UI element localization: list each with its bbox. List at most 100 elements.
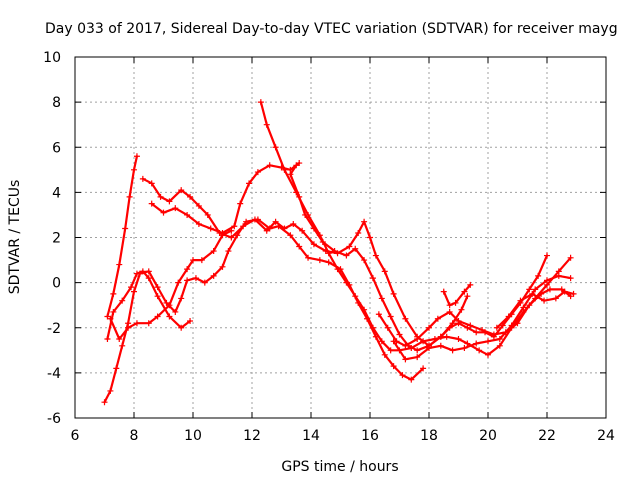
- data-point: [399, 372, 406, 379]
- data-point: [446, 324, 453, 331]
- x-tick-label: 22: [538, 428, 556, 444]
- data-point: [148, 180, 155, 187]
- data-point: [493, 324, 500, 331]
- data-point: [420, 365, 427, 372]
- data-point: [352, 245, 359, 252]
- data-point: [455, 336, 462, 343]
- data-point: [461, 345, 468, 352]
- data-point: [154, 293, 161, 300]
- data-point: [257, 99, 264, 106]
- data-point: [195, 220, 202, 227]
- data-point: [372, 252, 379, 259]
- data-point: [496, 342, 503, 349]
- data-point: [131, 166, 137, 173]
- data-point: [390, 290, 397, 297]
- data-point: [355, 229, 362, 236]
- data-point: [520, 304, 527, 311]
- data-point: [485, 338, 491, 345]
- data-point: [266, 162, 273, 169]
- data-point: [122, 225, 129, 232]
- data-point: [281, 225, 288, 232]
- data-point: [145, 275, 152, 282]
- data-point: [467, 281, 474, 288]
- data-point: [479, 327, 486, 334]
- series-layer: [101, 99, 577, 406]
- series-line: [103, 218, 425, 404]
- series-arc-11: [493, 288, 577, 331]
- data-point: [538, 290, 545, 297]
- data-point: [555, 272, 562, 279]
- data-point: [434, 315, 441, 322]
- data-point: [228, 234, 235, 241]
- data-point: [119, 342, 126, 349]
- data-point: [187, 317, 194, 324]
- x-tick-label: 14: [302, 428, 320, 444]
- data-point: [240, 223, 247, 230]
- data-point: [145, 268, 152, 275]
- data-point: [544, 277, 550, 284]
- data-point: [476, 347, 483, 354]
- data-point: [293, 162, 300, 169]
- data-point: [361, 218, 368, 225]
- series-arc-10: [440, 281, 474, 309]
- x-tick-label: 6: [71, 428, 80, 444]
- data-point: [287, 171, 294, 178]
- data-point: [402, 342, 409, 349]
- data-point: [316, 257, 323, 264]
- series-line: [495, 290, 575, 329]
- data-point: [490, 331, 497, 338]
- data-point: [526, 302, 533, 309]
- data-point: [343, 279, 350, 286]
- data-point: [396, 331, 403, 338]
- data-point: [505, 313, 512, 320]
- data-point: [473, 340, 480, 347]
- data-point: [369, 275, 376, 282]
- x-tick-label: 20: [479, 428, 497, 444]
- data-point: [116, 336, 123, 343]
- data-point: [246, 180, 253, 187]
- data-point: [195, 202, 202, 209]
- data-point: [139, 175, 146, 182]
- series-arc-08: [375, 286, 574, 349]
- data-point: [458, 306, 465, 313]
- series-arc-07: [257, 99, 574, 358]
- data-point: [544, 252, 550, 259]
- data-point: [305, 211, 312, 218]
- data-point: [390, 363, 397, 370]
- data-point: [251, 216, 258, 223]
- data-point: [187, 193, 194, 200]
- data-point: [172, 205, 179, 212]
- data-point: [299, 227, 306, 234]
- x-tick-label: 24: [597, 428, 615, 444]
- data-point: [375, 311, 382, 318]
- x-tick-label: 18: [420, 428, 438, 444]
- data-point: [455, 317, 462, 324]
- data-point: [184, 266, 191, 273]
- data-point: [204, 211, 211, 218]
- data-point: [287, 232, 294, 239]
- data-point: [443, 333, 450, 340]
- y-tick-label: 10: [43, 50, 61, 66]
- data-point: [184, 277, 191, 284]
- y-tick-label: 8: [52, 95, 61, 111]
- data-point: [207, 225, 214, 232]
- data-point: [361, 306, 368, 313]
- data-point: [175, 279, 182, 286]
- series-arc-05: [139, 175, 471, 349]
- data-point: [133, 153, 140, 160]
- data-point: [369, 324, 376, 331]
- data-point: [426, 345, 432, 352]
- data-point: [125, 324, 132, 331]
- data-point: [387, 313, 394, 320]
- series-arc-04: [107, 227, 235, 343]
- data-point: [532, 286, 539, 293]
- data-point: [166, 198, 173, 205]
- data-point: [508, 322, 515, 329]
- data-point: [361, 257, 368, 264]
- data-point: [290, 220, 297, 227]
- data-point: [305, 254, 312, 261]
- data-point: [133, 320, 140, 327]
- data-point: [346, 243, 353, 250]
- data-point: [201, 279, 208, 286]
- data-point: [541, 297, 548, 304]
